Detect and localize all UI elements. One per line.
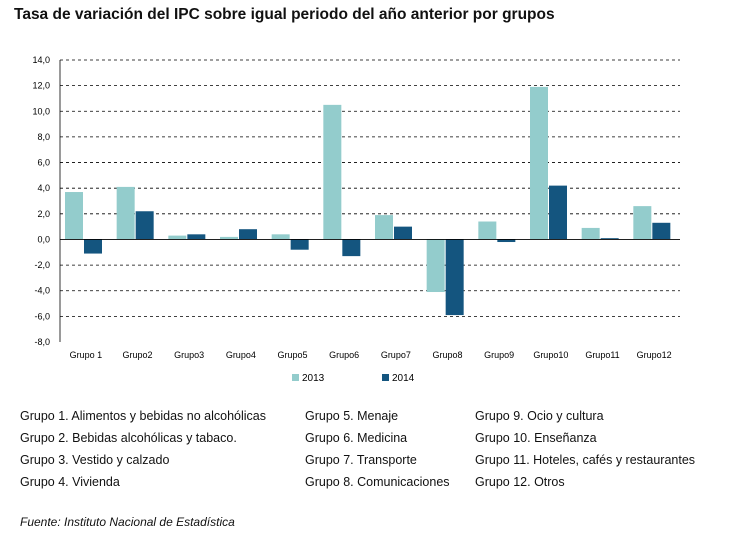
x-tick-label: Grupo4 bbox=[226, 350, 256, 360]
group-legend-item: Grupo 7. Transporte bbox=[305, 453, 417, 467]
bar-2014-grupo11 bbox=[600, 238, 619, 240]
y-tick-label: 14,0 bbox=[32, 55, 50, 65]
groups-legend-column-3: Grupo 9. Ocio y cultura Grupo 10. Enseña… bbox=[475, 405, 695, 493]
group-legend-item: Grupo 2. Bebidas alcohólicas y tabaco. bbox=[20, 431, 237, 445]
bar-2014-grupo6 bbox=[342, 239, 361, 257]
y-tick-label: -6,0 bbox=[34, 311, 50, 321]
legend-label-2014: 2014 bbox=[392, 373, 415, 384]
x-tick-label: Grupo7 bbox=[381, 350, 411, 360]
source-note: Fuente: Instituto Nacional de Estadístic… bbox=[20, 515, 235, 529]
x-tick-label: Grupo5 bbox=[277, 350, 307, 360]
chart-title: Tasa de variación del IPC sobre igual pe… bbox=[14, 6, 555, 23]
bar-2014-grupo5 bbox=[290, 239, 309, 250]
y-tick-label: 8,0 bbox=[37, 132, 50, 142]
bar-2014-grupo12 bbox=[652, 222, 671, 240]
x-tick-label: Grupo6 bbox=[329, 350, 359, 360]
groups-legend-column-1: Grupo 1. Alimentos y bebidas no alcohóli… bbox=[20, 405, 266, 493]
legend-label-2013: 2013 bbox=[302, 373, 325, 384]
y-tick-label: -4,0 bbox=[34, 286, 50, 296]
y-tick-label: 0,0 bbox=[37, 234, 50, 244]
bar-2013-grupo1 bbox=[65, 192, 83, 240]
bar-2013-grupo12 bbox=[633, 206, 652, 240]
group-legend-item: Grupo 9. Ocio y cultura bbox=[475, 409, 604, 423]
x-tick-label: Grupo12 bbox=[637, 350, 672, 360]
y-tick-label: 4,0 bbox=[37, 183, 50, 193]
bar-2013-grupo3 bbox=[168, 235, 187, 240]
bar-2014-grupo7 bbox=[394, 226, 412, 240]
x-tick-label: Grupo3 bbox=[174, 350, 204, 360]
y-tick-label: -2,0 bbox=[34, 260, 50, 270]
y-tick-label: 2,0 bbox=[37, 209, 50, 219]
bar-2014-grupo4 bbox=[239, 229, 257, 240]
group-legend-item: Grupo 8. Comunicaciones bbox=[305, 475, 450, 489]
x-tick-label: Grupo2 bbox=[122, 350, 152, 360]
bar-2013-grupo7 bbox=[375, 215, 393, 240]
y-tick-label: 12,0 bbox=[32, 81, 50, 91]
group-legend-item: Grupo 11. Hoteles, cafés y restaurantes bbox=[475, 453, 696, 467]
x-tick-label: Grupo 1 bbox=[70, 350, 103, 360]
y-tick-label: -8,0 bbox=[34, 337, 50, 347]
bar-2014-grupo10 bbox=[549, 185, 567, 240]
bar-2013-grupo11 bbox=[581, 227, 600, 240]
bar-2013-grupo2 bbox=[116, 186, 135, 240]
y-tick-label: 10,0 bbox=[32, 106, 50, 116]
group-legend-item: Grupo 6. Medicina bbox=[305, 431, 408, 445]
y-tick-label: 6,0 bbox=[37, 158, 50, 168]
group-legend-item: Grupo 1. Alimentos y bebidas no alcohóli… bbox=[20, 409, 266, 423]
bar-2013-grupo8 bbox=[426, 239, 445, 293]
group-legend-item: Grupo 5. Menaje bbox=[305, 409, 399, 423]
bar-chart: 14,0 12,0 10,0 8,0 6,0 4,0 2,0 0,0 -2,0 -4,0 -6,0 -… bbox=[32, 55, 680, 384]
bar-2014-grupo9 bbox=[497, 239, 516, 243]
group-legend-item: Grupo 4. Vivienda bbox=[20, 475, 120, 489]
legend-swatch-2014 bbox=[382, 374, 389, 381]
group-legend-item: Grupo 3. Vestido y calzado bbox=[20, 453, 170, 467]
legend-swatch-2013 bbox=[292, 374, 299, 381]
bar-2014-grupo3 bbox=[187, 234, 206, 240]
bar-2013-grupo5 bbox=[271, 234, 290, 240]
x-tick-label: Grupo10 bbox=[533, 350, 568, 360]
bar-2013-grupo4 bbox=[220, 236, 238, 240]
bar-2014-grupo2 bbox=[135, 211, 154, 240]
group-legend-item: Grupo 10. Enseñanza bbox=[475, 431, 597, 445]
x-tick-label: Grupo9 bbox=[484, 350, 514, 360]
bar-2014-grupo1 bbox=[84, 239, 102, 254]
x-tick-label: Grupo11 bbox=[585, 350, 619, 360]
group-legend-item: Grupo 12. Otros bbox=[475, 475, 565, 489]
bar-2013-grupo6 bbox=[323, 104, 342, 240]
groups-legend-column-2: Grupo 5. Menaje Grupo 6. Medicina Grupo … bbox=[305, 405, 450, 493]
x-tick-label: Grupo8 bbox=[432, 350, 462, 360]
bar-2014-grupo8 bbox=[445, 239, 464, 316]
bar-2013-grupo9 bbox=[478, 221, 497, 240]
bar-2013-grupo10 bbox=[530, 86, 548, 240]
